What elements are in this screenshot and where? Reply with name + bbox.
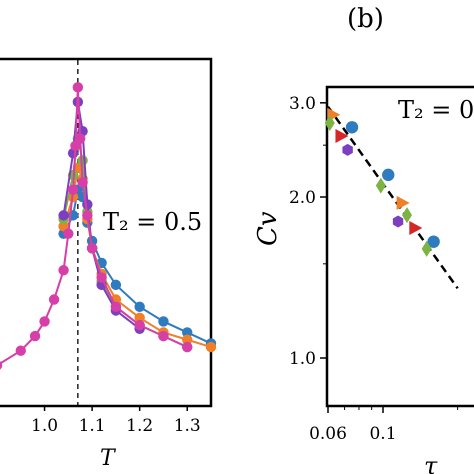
data-point-blue	[134, 301, 145, 313]
panel-a-content: 1.0 1.1 1.2 1.3	[0, 60, 217, 436]
panel-b-label: (b)	[347, 4, 384, 34]
data-point-purple	[58, 210, 69, 221]
data-point-magenta	[75, 133, 86, 144]
panel-b-content: 1.0 2.0 3.0 0.06 0.1	[289, 94, 459, 444]
data-point-green	[421, 240, 432, 257]
data-point-blue	[345, 121, 359, 134]
data-point-magenta	[182, 341, 193, 353]
data-point-magenta	[110, 301, 122, 313]
panel-b-xlabel: τ	[424, 452, 438, 474]
x-tick-label: 1.3	[174, 416, 201, 436]
data-point-orange	[134, 312, 145, 324]
data-point-purple	[82, 199, 93, 210]
panel-a-frame	[0, 57, 213, 408]
data-point-magenta	[29, 330, 41, 342]
x-tick-label: 1.2	[126, 416, 153, 436]
fit-line	[326, 105, 459, 290]
data-point-orange	[396, 195, 410, 210]
data-point-green	[324, 115, 335, 132]
data-point-orange	[182, 334, 193, 345]
data-point-blue	[158, 316, 169, 327]
panel-b-ylabel: Cv	[253, 211, 283, 246]
data-point-magenta	[63, 228, 74, 239]
data-point-blue	[427, 235, 440, 248]
data-point-magenta	[67, 184, 79, 195]
y-tick-label: 1.0	[289, 349, 316, 369]
data-point-blue	[110, 279, 122, 291]
data-point-orange	[205, 341, 217, 353]
y-tick-label: 2.0	[289, 188, 316, 208]
data-point-magenta	[82, 210, 93, 221]
panel-a-annotation: T₂ = 0.5	[103, 208, 202, 236]
panel-b-annotation: T₂ = 0	[398, 96, 474, 124]
data-point-red	[409, 221, 423, 236]
data-point-purple	[392, 215, 404, 228]
data-point-magenta	[39, 316, 50, 327]
x-tick-label: 1.1	[79, 416, 106, 436]
panel-a: 1.0 1.1 1.2 1.3 T₂ = 0.5 T	[0, 57, 217, 471]
data-point-green	[375, 177, 386, 194]
x-tick-label: 0.06	[309, 424, 347, 444]
data-point-blue	[182, 327, 193, 338]
panel-a-xlabel: T	[100, 446, 117, 471]
data-point-green	[402, 207, 413, 224]
data-point-magenta	[77, 177, 88, 188]
data-point-magenta	[48, 294, 60, 305]
panel-b: (b) 1.0 2.0 3.0 0.06 0.1 T₂ = 0 Cv τ	[253, 4, 474, 474]
data-point-magenta	[15, 345, 26, 356]
data-point-magenta	[0, 361, 3, 370]
data-point-magenta	[96, 272, 107, 283]
data-point-blue	[382, 168, 395, 182]
y-tick-label: 3.0	[289, 94, 316, 114]
x-tick-label: 0.1	[369, 424, 396, 444]
data-point-magenta	[58, 265, 69, 276]
data-point-red	[335, 129, 349, 144]
x-tick-label: 1.0	[31, 416, 58, 436]
data-point-magenta	[158, 330, 169, 342]
data-point-magenta	[134, 319, 145, 331]
data-point-magenta	[72, 82, 84, 93]
data-point-purple	[342, 143, 353, 156]
panel-b-frame	[325, 85, 474, 408]
data-point-magenta	[86, 243, 98, 254]
